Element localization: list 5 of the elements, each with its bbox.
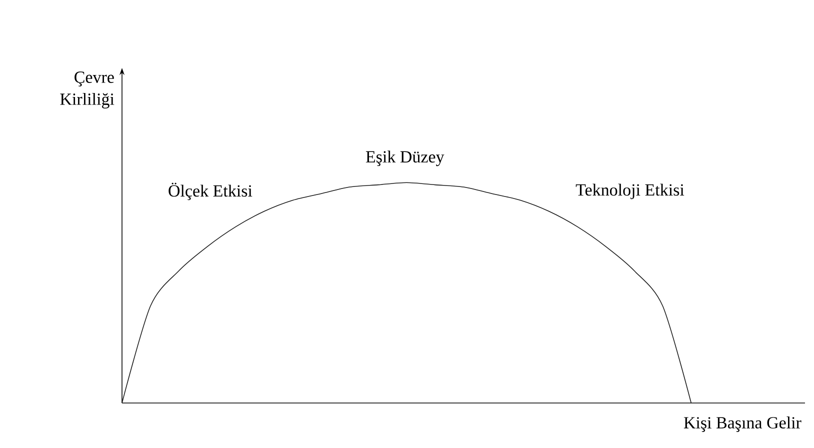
text: Eşik Düzey [366, 150, 444, 166]
x-axis-title: Kişi Başına Gelir [684, 416, 802, 432]
annotation: Teknoloji Etkisi [576, 184, 684, 200]
annotation: Ölçek Etkisi [168, 182, 252, 200]
y-axis-title: Çevre Kirliliği [60, 72, 114, 108]
